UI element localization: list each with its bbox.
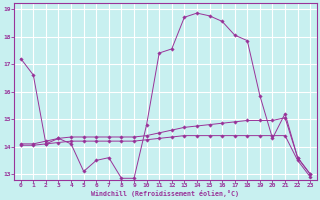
X-axis label: Windchill (Refroidissement éolien,°C): Windchill (Refroidissement éolien,°C) [92,190,239,197]
